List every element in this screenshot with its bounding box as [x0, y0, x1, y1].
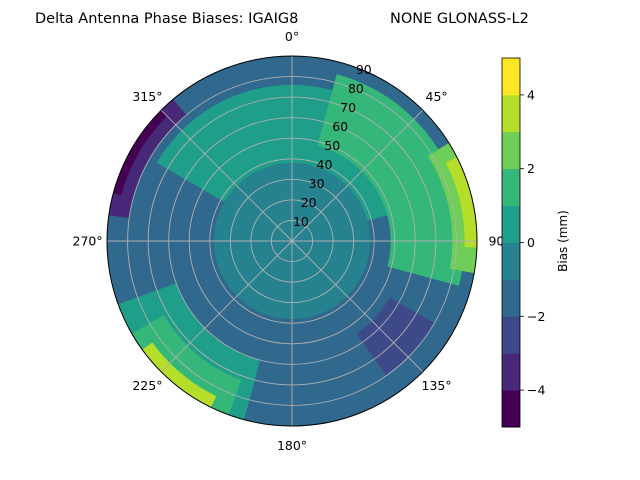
colorbar-segment [502, 242, 520, 280]
polar-grid [107, 56, 477, 426]
contour-region-sw-light [131, 315, 242, 415]
contour-region-nw-dark [108, 99, 187, 219]
colorbar-tick-label: 4 [527, 87, 535, 102]
angular-tick-label: 135° [422, 378, 452, 393]
colorbar-segment [502, 94, 520, 133]
angular-gridline [291, 240, 424, 373]
angular-tick-label: 0° [285, 29, 299, 44]
radial-tick-label: 40 [317, 157, 333, 172]
radial-tick-label: 20 [301, 195, 317, 210]
chart-title-left: Delta Antenna Phase Biases: IGAIG8 [35, 11, 298, 27]
angular-tick-label: 315° [132, 89, 162, 104]
radial-tick-label: 80 [348, 81, 364, 96]
colorbar-segment [502, 58, 520, 96]
colorbar-tick-label: 0 [527, 235, 535, 250]
colorbar-segment [502, 316, 520, 354]
colorbar-segment [502, 279, 520, 317]
colorbar-tick-label: −4 [527, 383, 545, 398]
angular-tick-labels: 0° 45° 90 135° 180° 225° 270° 315° [73, 29, 505, 453]
radial-tick-label: 50 [324, 138, 340, 153]
colorbar: −4 −2 0 2 4 [501, 57, 545, 428]
contour-region-east-yellow [445, 157, 477, 248]
angular-tick-label: 45° [426, 89, 448, 104]
angular-tick-label: 90 [488, 234, 504, 249]
angular-tick-label: 270° [73, 234, 103, 249]
radial-tick-label: 90 [356, 62, 372, 77]
radial-tick-label: 30 [309, 176, 325, 191]
chart-title-right: NONE GLONASS-L2 [390, 11, 529, 27]
contour-region-se-dark [356, 297, 435, 376]
angular-gridline [291, 109, 424, 242]
colorbar-segment [502, 131, 520, 170]
contour-region-sw-yellow [142, 342, 217, 408]
colorbar-tick-label: −2 [527, 309, 545, 324]
colorbar-segment [502, 168, 520, 206]
angular-tick-label: 225° [132, 378, 162, 393]
angular-tick-label: 180° [277, 438, 307, 453]
contour-region-nw-darkest [113, 110, 167, 196]
radial-tick-labels: 10 20 30 40 50 60 70 80 90 [293, 62, 372, 229]
radial-tick-label: 60 [332, 119, 348, 134]
radial-tick-label: 10 [293, 214, 309, 229]
angular-gridline [160, 240, 293, 373]
colorbar-segment [502, 353, 520, 391]
colorbar-tick-label: 2 [527, 161, 535, 176]
angular-gridline [160, 109, 293, 242]
radial-tick-label: 70 [340, 100, 356, 115]
plot-boundary [106, 55, 478, 427]
contour-region-ne-light [317, 74, 465, 286]
colorbar-segment [502, 205, 520, 243]
colorbar-segment [502, 390, 520, 428]
colorbar-label: Bias (mm) [556, 210, 570, 272]
